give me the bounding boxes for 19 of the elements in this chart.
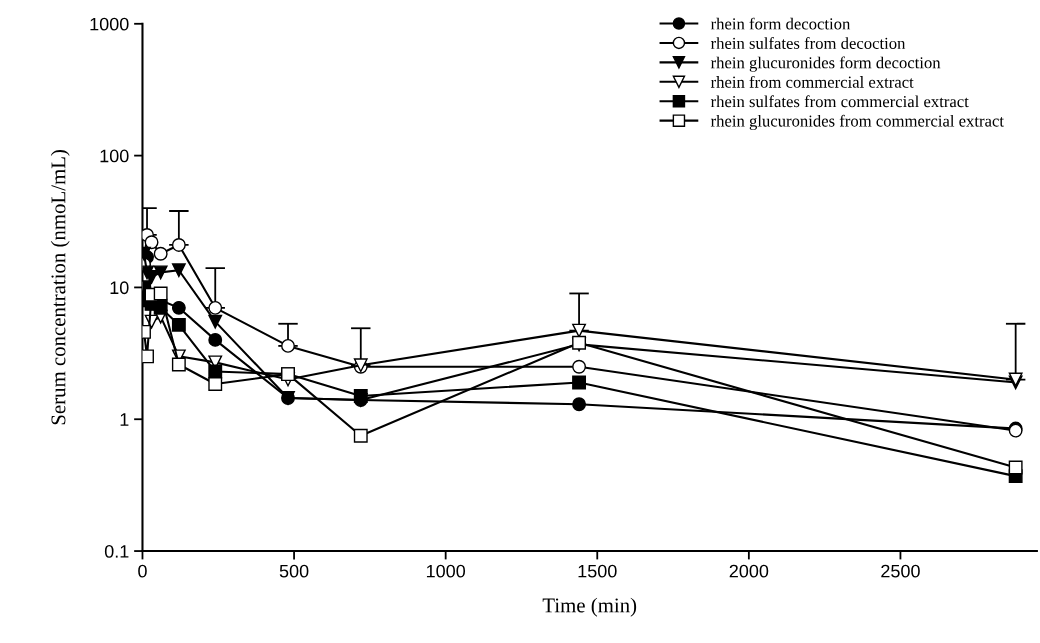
- x-tick-label: 2500: [881, 564, 920, 578]
- x-tick-label: 1000: [426, 564, 466, 578]
- legend-label: rhein glucuronides from commercial extract: [710, 114, 1004, 131]
- x-tick-label: 0: [138, 564, 147, 578]
- y-tick-label: 1: [120, 413, 129, 426]
- legend-label: rhein sulfates from commercial extract: [710, 95, 969, 108]
- y-axis-title: Serum concentration (nmoL/mL): [50, 150, 70, 425]
- y-tick-label: 10: [110, 281, 129, 295]
- legend-label: rhein sulfates from decoction: [710, 37, 906, 49]
- x-tick-label: 2000: [729, 564, 769, 578]
- legend-label: rhein glucuronides form decoction: [710, 56, 941, 72]
- legend-label: rhein form decoction: [710, 17, 851, 30]
- x-axis-title: Time (min): [542, 597, 637, 617]
- x-tick-label: 500: [279, 564, 309, 578]
- x-tick-label: 1500: [578, 564, 617, 578]
- y-tick-label: 0.1: [104, 544, 129, 558]
- legend-label: rhein from commercial extract: [710, 75, 914, 88]
- y-tick-label: 100: [100, 149, 129, 163]
- y-tick-label: 1000: [90, 17, 129, 31]
